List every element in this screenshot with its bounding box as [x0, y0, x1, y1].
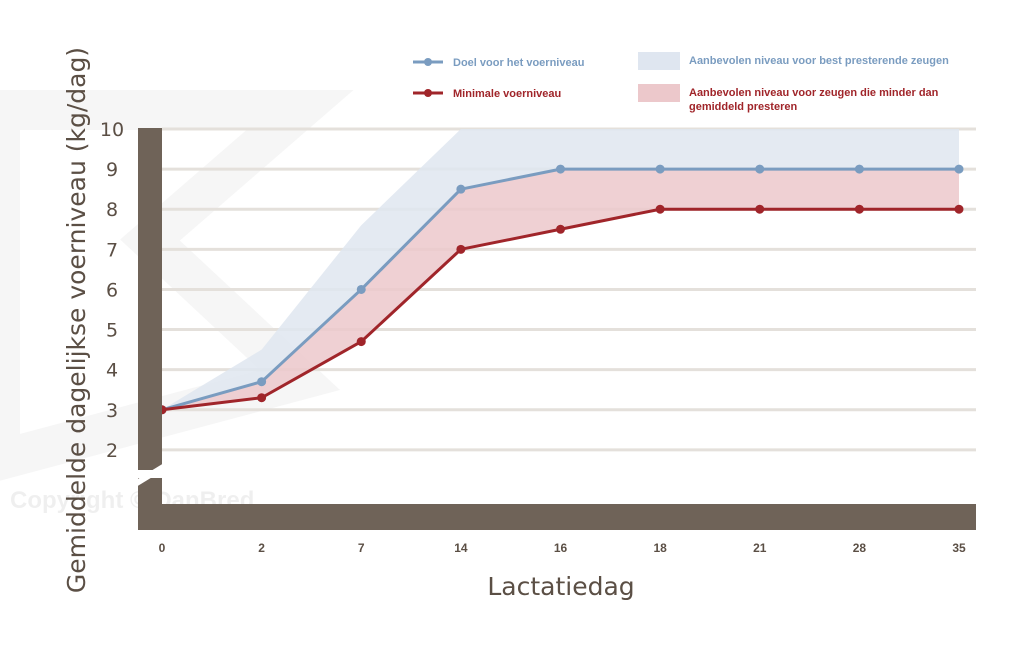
y-tick-6: 6	[106, 279, 118, 301]
y-axis-bar-upper	[138, 128, 162, 470]
legend-marker-target	[424, 58, 432, 66]
point-s1-18	[655, 164, 665, 174]
point-s1-14	[456, 184, 466, 194]
x-tick-7: 7	[358, 541, 365, 555]
point-s2-2	[257, 393, 267, 403]
x-tick-14: 14	[454, 541, 468, 555]
point-s1-2	[257, 377, 267, 387]
y-tick-2: 2	[106, 440, 118, 462]
y-tick-8: 8	[106, 199, 118, 221]
legend-item-below-band: Aanbevolen niveau voor zeugen die minder…	[638, 84, 939, 113]
legend-label-below-line2: gemiddeld presteren	[689, 101, 797, 113]
point-s1-35	[954, 164, 964, 174]
y-tick-4: 4	[106, 360, 118, 382]
y-tick-5: 5	[106, 320, 118, 342]
x-axis-title: Lactatiedag	[487, 572, 634, 601]
point-s1-21	[755, 164, 765, 174]
legend: Doel voor het voerniveau Minimale voerni…	[413, 52, 949, 113]
x-tick-2: 2	[258, 541, 265, 555]
point-s2-14	[456, 244, 466, 254]
x-axis-bar	[138, 504, 976, 530]
point-s1-7	[356, 284, 366, 294]
y-tick-9: 9	[106, 159, 118, 181]
x-tick-labels: 0 2 7 14 16 18 21 28 35	[159, 541, 966, 555]
axes	[130, 128, 976, 530]
point-s2-35	[954, 204, 964, 214]
legend-marker-minimum	[424, 89, 432, 97]
point-s2-21	[755, 204, 765, 214]
y-tick-7: 7	[106, 239, 118, 261]
y-axis-title: Gemiddelde dagelijkse voerniveau (kg/dag…	[62, 47, 91, 593]
band-2	[162, 169, 959, 410]
legend-swatch-below	[638, 84, 680, 102]
axis-break	[130, 461, 170, 489]
legend-label-minimum: Minimale voerniveau	[453, 88, 561, 100]
series	[157, 164, 964, 415]
point-s1-28	[854, 164, 864, 174]
point-s1-16	[556, 164, 565, 174]
legend-item-best-band: Aanbevolen niveau voor best presterende …	[638, 52, 949, 70]
x-tick-16: 16	[554, 541, 568, 555]
point-s2-28	[854, 204, 864, 214]
point-s2-7	[356, 337, 366, 347]
x-tick-0: 0	[159, 541, 166, 555]
y-tick-labels: 2 3 4 5 6 7 8 9 10	[100, 119, 124, 462]
legend-item-minimum: Minimale voerniveau	[413, 88, 561, 100]
x-tick-35: 35	[952, 541, 966, 555]
legend-label-best: Aanbevolen niveau voor best presterende …	[689, 55, 949, 67]
bands	[162, 129, 959, 410]
legend-item-target: Doel voor het voerniveau	[413, 57, 584, 69]
x-tick-28: 28	[853, 541, 867, 555]
legend-label-target: Doel voor het voerniveau	[453, 57, 584, 69]
legend-label-below-line1: Aanbevolen niveau voor zeugen die minder…	[689, 87, 939, 99]
legend-swatch-best	[638, 52, 680, 70]
x-tick-18: 18	[653, 541, 667, 555]
y-tick-3: 3	[106, 400, 118, 422]
point-s2-16	[556, 224, 565, 234]
x-tick-21: 21	[753, 541, 767, 555]
y-tick-10: 10	[100, 119, 124, 141]
band-1	[162, 129, 959, 410]
point-s2-18	[655, 204, 665, 214]
